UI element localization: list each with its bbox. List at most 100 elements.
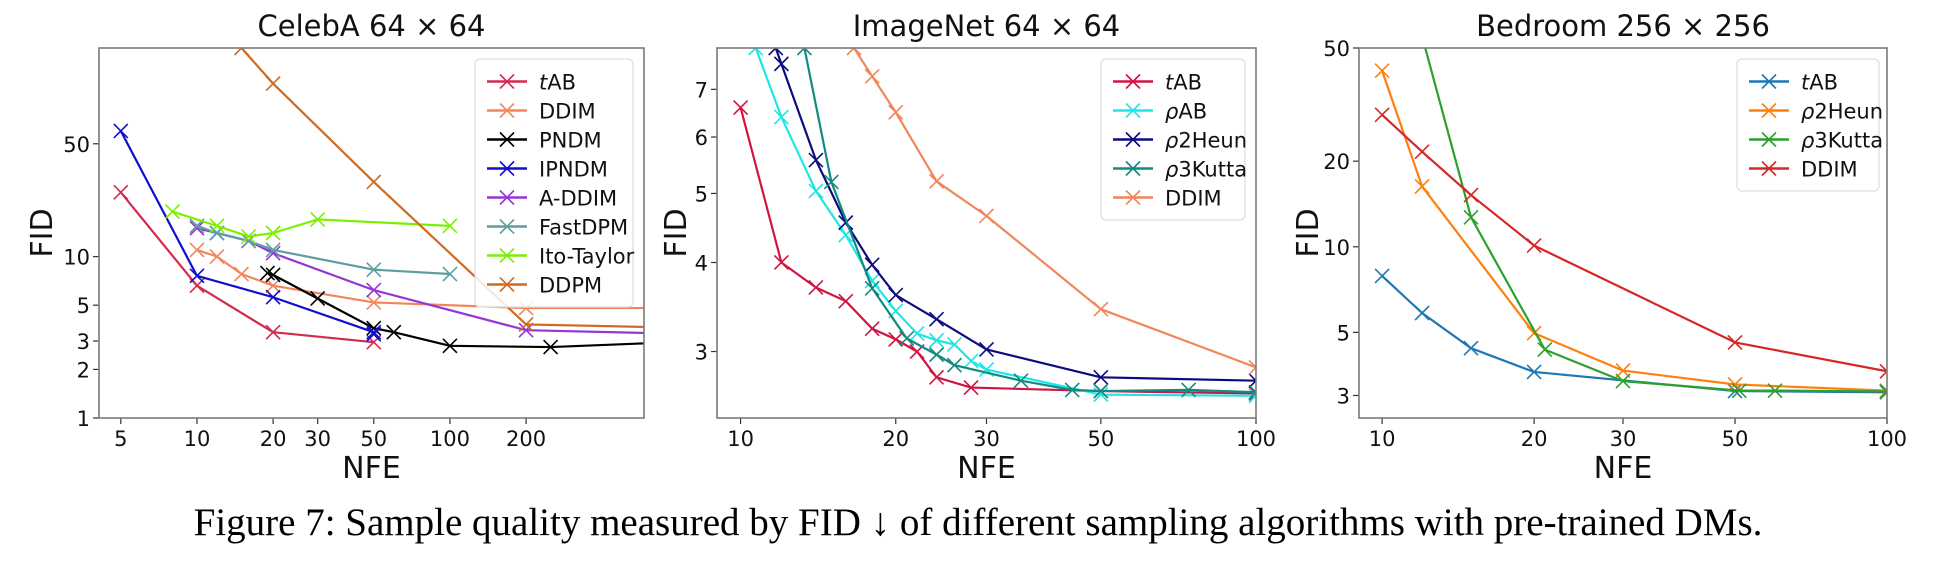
legend-label: ρAB <box>1165 100 1207 124</box>
y-tick-label: 3 <box>77 330 90 354</box>
data-point-ρ2Heun <box>1374 63 1390 79</box>
data-point-ρAB <box>963 353 979 369</box>
y-tick-label: 5 <box>77 294 90 318</box>
data-point-PNDM <box>259 265 276 281</box>
data-point-DDIM <box>233 266 250 282</box>
x-tick-label: 50 <box>360 427 387 451</box>
legend: tAB DDIM PNDM IPNDM A-DDIM FastDPM Ito-Taylor D… <box>474 58 635 308</box>
legend-marker <box>1761 160 1777 177</box>
data-point-DDIM <box>978 208 995 224</box>
data-point-ρ3Kutta <box>1463 209 1479 225</box>
legend-item: tAB <box>1113 71 1202 95</box>
legend-label: DDPM <box>539 274 602 298</box>
data-point-DDIM <box>189 242 205 258</box>
data-point-ρ3Kutta <box>1537 342 1553 358</box>
legend-item: DDIM <box>1749 158 1858 182</box>
data-point-DDIM <box>1093 301 1109 317</box>
legend-label: PNDM <box>539 129 602 153</box>
legend-marker <box>1761 131 1777 148</box>
data-point-ρ3Kutta <box>1181 382 1197 398</box>
data-point-ρ3Kutta <box>1093 383 1109 399</box>
legend: tAB ρ2Heun ρ3Kutta DDIM <box>1736 58 1883 192</box>
x-tick-label: 5 <box>114 427 127 451</box>
data-point-ρAB <box>748 48 764 56</box>
legend-item: DDPM <box>487 274 602 298</box>
data-point-ρ2Heun <box>888 287 904 303</box>
data-point-tAB <box>1414 305 1430 321</box>
legend-label: ρ2Heun <box>1801 100 1883 124</box>
y-tick-label: 7 <box>695 78 708 102</box>
data-point-tAB <box>1374 268 1390 284</box>
x-tick-label: 10 <box>727 427 754 451</box>
data-point-PNDM <box>386 324 402 340</box>
y-tick-label: 2 <box>77 358 90 382</box>
legend: tAB ρAB ρ2Heun ρ3Kutta DDIM <box>1100 58 1247 221</box>
data-point-PNDM <box>543 339 559 355</box>
data-point-ρ2Heun <box>773 56 789 72</box>
legend-item: ρ2Heun <box>1113 129 1247 153</box>
legend-label: Ito-Taylor <box>539 245 635 269</box>
y-tick-label: 4 <box>695 251 708 275</box>
legend-label: ρ3Kutta <box>1165 158 1247 182</box>
y-tick-label: 50 <box>63 133 90 157</box>
data-point-DDIM <box>209 249 225 265</box>
legend-item: DDIM <box>487 100 596 124</box>
data-point-A-DDIM <box>696 327 710 341</box>
plot-frame <box>1358 47 1888 419</box>
data-point-tAB <box>808 279 824 296</box>
data-point-ρ2Heun <box>808 152 824 168</box>
data-point-IPNDM <box>366 326 382 342</box>
y-tick-label: 1 <box>77 407 90 431</box>
data-point-ρAB <box>946 336 963 352</box>
data-point-DDIM <box>864 68 880 84</box>
data-point-DDIM <box>1526 237 1542 254</box>
y-axis-label: FID <box>1291 208 1326 257</box>
data-point-A-DDIM <box>189 220 205 236</box>
chart-title: ImageNet 64 × 64 <box>853 9 1121 43</box>
data-point-ρ3Kutta <box>928 347 945 363</box>
x-tick-label: 20 <box>260 427 287 451</box>
data-point-DDIM <box>1248 359 1256 375</box>
data-point-ρ3Kutta <box>899 330 915 346</box>
legend-item: ρ3Kutta <box>1113 158 1247 182</box>
data-point-DDPM <box>366 174 382 190</box>
data-point-ρ3Kutta <box>1013 373 1029 389</box>
legend-label: ρ2Heun <box>1165 129 1247 153</box>
legend-marker <box>499 160 515 177</box>
legend-marker <box>1125 102 1141 119</box>
x-tick-label: 20 <box>1521 427 1548 451</box>
data-point-Ito-Taylor <box>164 204 181 220</box>
legend-item: IPNDM <box>487 158 608 182</box>
data-point-ρ2Heun <box>978 341 995 358</box>
y-tick-label: 5 <box>695 182 708 206</box>
legend-marker <box>499 102 515 119</box>
legend-item: FastDPM <box>487 216 628 240</box>
legend-marker <box>1125 160 1141 177</box>
data-point-A-DDIM <box>366 282 382 298</box>
x-tick-label: 10 <box>184 427 211 451</box>
data-point-PNDM <box>265 267 281 283</box>
legend-label: DDIM <box>1165 187 1222 211</box>
legend-label: IPNDM <box>539 158 608 182</box>
legend-box <box>1736 58 1880 192</box>
y-axis-label: FID <box>25 208 60 257</box>
legend-item: Ito-Taylor <box>487 245 635 269</box>
data-point-ρ2Heun <box>1615 363 1631 379</box>
legend-item: tAB <box>1749 71 1838 95</box>
legend-box <box>474 58 634 308</box>
y-tick-label: 3 <box>1337 384 1350 408</box>
chart-panel-3: Bedroom 256 × 256 10 20 30 50 100 3 5 10 20 50 NFE F… <box>1291 9 1907 486</box>
data-point-tAB <box>773 254 789 271</box>
series-line-tAB <box>119 191 374 344</box>
data-point-ρ3Kutta <box>1248 384 1256 400</box>
legend-marker <box>499 218 515 235</box>
series-line-PNDM <box>267 272 644 349</box>
legend-marker <box>499 131 515 148</box>
chart-panel-1: CelebA 64 × 645 10 20 30 50 100 20012351050NFE… <box>25 9 710 486</box>
chart-title: CelebA 64 × 64 <box>258 9 486 43</box>
legend-label: DDIM <box>1801 158 1858 182</box>
legend-label: A-DDIM <box>539 187 617 211</box>
data-point-DDIM <box>366 294 382 310</box>
legend-marker <box>1125 189 1141 206</box>
y-tick-label: 6 <box>695 126 708 150</box>
